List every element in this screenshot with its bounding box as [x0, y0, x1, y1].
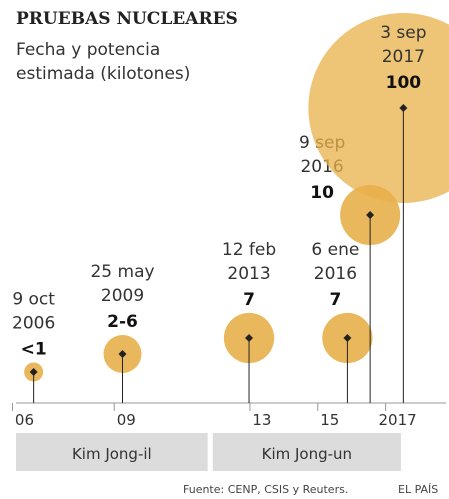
era-band — [16, 433, 208, 471]
date-label: 6 ene — [311, 240, 359, 260]
date-label: 2006 — [12, 314, 55, 334]
source: Fuente: CENP, CSIS y Reuters. — [183, 483, 348, 496]
marker — [343, 334, 352, 342]
date-label: 9 oct — [12, 290, 55, 310]
era-band — [212, 433, 401, 471]
marker — [245, 334, 254, 342]
date-label: 12 feb — [222, 240, 276, 260]
x-tick-label: 13 — [252, 411, 271, 429]
value-label: 100 — [386, 73, 422, 93]
date-label: 2016 — [314, 264, 357, 284]
value-label: <1 — [21, 340, 47, 360]
date-label: 2013 — [227, 264, 270, 284]
date-label: 2017 — [382, 47, 425, 67]
x-tick-label: 2017 — [379, 411, 417, 429]
subtitle: estimada (kilotones) — [16, 64, 190, 84]
era-label: Kim Jong-un — [262, 445, 352, 463]
credit: EL PAÍS — [398, 483, 438, 496]
marker — [29, 368, 38, 376]
value-label: 10 — [310, 183, 334, 203]
value-label: 7 — [329, 290, 341, 310]
bubble — [308, 13, 449, 203]
subtitle: Fecha y potencia — [16, 40, 160, 60]
value-label: 2-6 — [107, 312, 138, 332]
x-tick-label: 06 — [15, 411, 34, 429]
marker — [366, 211, 375, 219]
date-label: 2009 — [101, 286, 144, 306]
marker — [118, 350, 127, 358]
date-label: 3 sep — [380, 23, 426, 43]
date-label: 25 may — [90, 262, 154, 282]
chart-title: PRUEBAS NUCLEARES — [16, 9, 238, 29]
era-label: Kim Jong-il — [72, 445, 152, 463]
x-tick-label: 09 — [117, 411, 136, 429]
value-label: 7 — [243, 290, 255, 310]
marker — [399, 104, 408, 112]
x-tick-label: 15 — [320, 411, 339, 429]
